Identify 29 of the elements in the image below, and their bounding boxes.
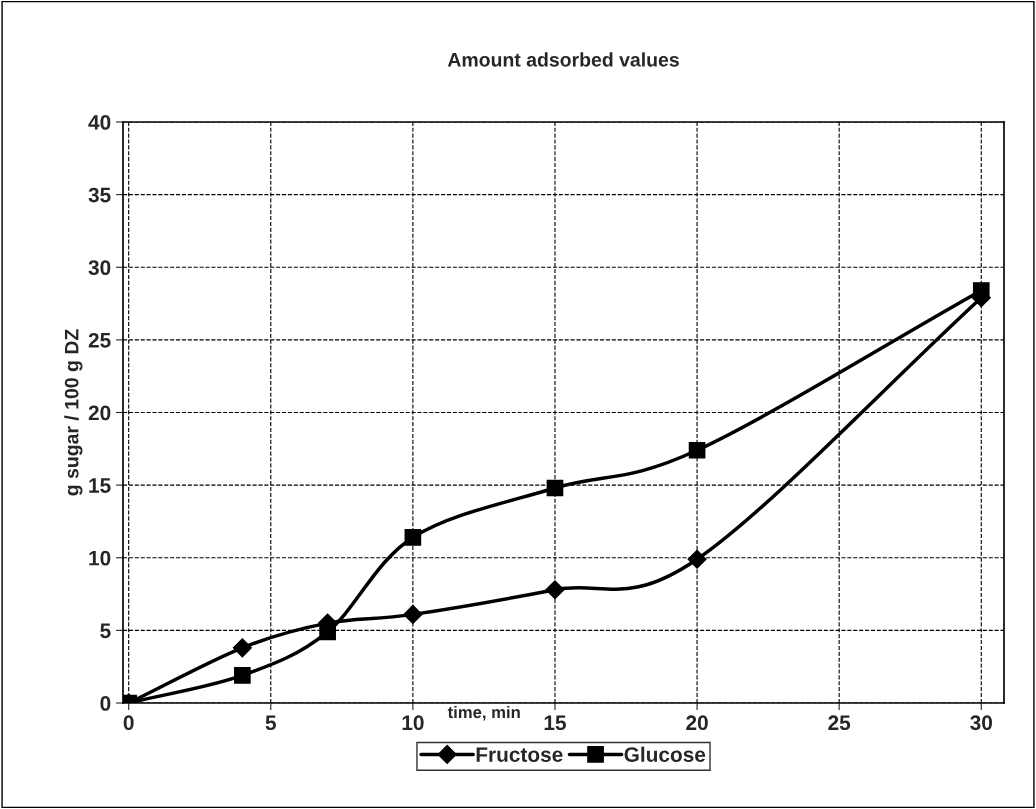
legend-label: Fructose xyxy=(476,747,563,762)
y-tick-label: 15 xyxy=(89,478,111,493)
point xyxy=(687,549,707,569)
y-tick-label: 35 xyxy=(88,187,111,203)
x-tick-label: 5 xyxy=(265,715,276,731)
y-tick-label: 10 xyxy=(89,550,111,566)
point xyxy=(234,667,251,684)
x-tick-label: 25 xyxy=(828,715,851,731)
y-tick-label: 5 xyxy=(100,623,111,639)
y-tick-label: 0 xyxy=(100,696,111,711)
x-tick-label: 10 xyxy=(402,715,424,731)
y-axis-title: g sugar / 100 g DZ xyxy=(64,329,83,496)
x-tick-label: 0 xyxy=(123,715,134,731)
y-tick-label: 25 xyxy=(88,332,111,348)
y-tick-label: 20 xyxy=(88,405,111,421)
point xyxy=(403,604,423,624)
point xyxy=(546,479,564,497)
y-tick-label: 40 xyxy=(88,115,111,130)
chart-title: Amount adsorbed values xyxy=(447,52,679,67)
point xyxy=(232,638,252,658)
point xyxy=(688,441,706,459)
point xyxy=(404,529,422,546)
x-tick-label: 30 xyxy=(970,715,992,731)
x-tick-label: 20 xyxy=(686,715,708,731)
legend-label: Glucose xyxy=(624,746,706,762)
y-tick-label: 30 xyxy=(88,260,111,276)
x-tick-label: 15 xyxy=(544,715,566,731)
point xyxy=(545,580,565,600)
x-axis-title: time, min xyxy=(447,705,520,721)
